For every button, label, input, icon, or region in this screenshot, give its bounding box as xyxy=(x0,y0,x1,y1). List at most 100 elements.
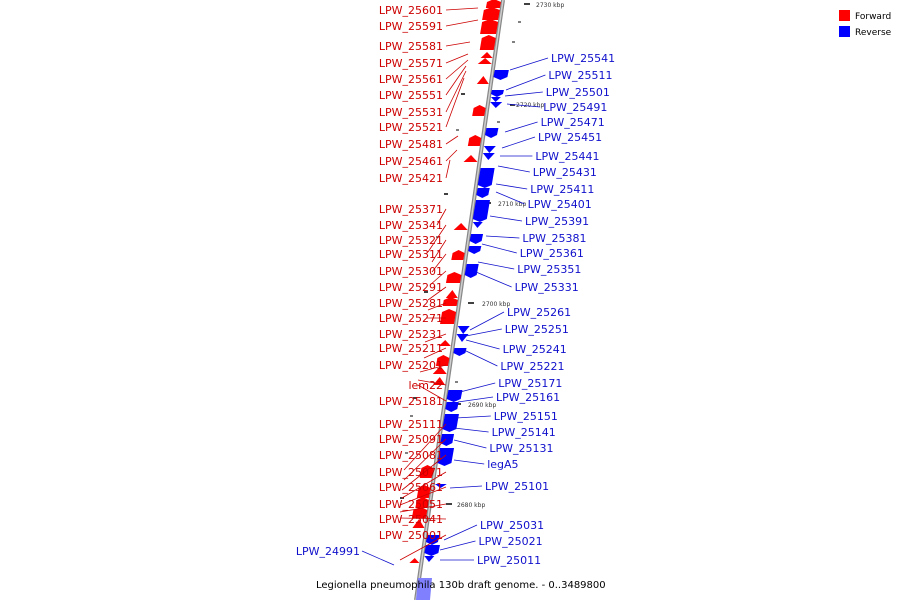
reverse-gene-block[interactable] xyxy=(482,153,495,160)
forward-gene-block[interactable] xyxy=(409,558,420,563)
forward-gene-block[interactable] xyxy=(412,519,425,528)
forward-gene-label[interactable]: LPW_25081 xyxy=(379,449,443,462)
reverse-gene-label[interactable]: LPW_25151 xyxy=(494,410,558,423)
reverse-gene-block[interactable] xyxy=(490,90,504,97)
forward-gene-label[interactable]: LPW_25571 xyxy=(379,57,443,70)
reverse-gene-block[interactable] xyxy=(484,128,499,138)
reverse-gene-label[interactable]: LPW_25401 xyxy=(528,198,592,211)
reverse-gene-block[interactable] xyxy=(483,146,496,153)
reverse-gene-label[interactable]: LPW_25161 xyxy=(496,391,560,404)
forward-gene-block[interactable] xyxy=(467,135,482,146)
forward-gene-label[interactable]: LPW_25371 xyxy=(379,203,443,216)
forward-gene-label[interactable]: LPW_25181 xyxy=(379,395,443,408)
reverse-gene-block[interactable] xyxy=(446,390,463,402)
reverse-gene-block[interactable] xyxy=(442,414,459,432)
forward-gene-block[interactable] xyxy=(463,155,478,162)
forward-gene-label[interactable]: LPW_25311 xyxy=(379,248,443,261)
reverse-gene-label[interactable]: LPW_25131 xyxy=(489,442,553,455)
reverse-gene-block[interactable] xyxy=(445,402,459,412)
reverse-gene-label[interactable]: LPW_25411 xyxy=(530,183,594,196)
reverse-gene-label[interactable]: LPW_25541 xyxy=(551,52,615,65)
forward-gene-label[interactable]: LPW_25301 xyxy=(379,265,443,278)
forward-gene-block[interactable] xyxy=(480,52,493,58)
forward-gene-label[interactable]: LPW_25111 xyxy=(379,418,443,431)
forward-gene-block[interactable] xyxy=(451,250,465,260)
reverse-gene-label[interactable]: LPW_25431 xyxy=(533,166,597,179)
forward-gene-block[interactable] xyxy=(480,19,499,34)
reverse-gene-block[interactable] xyxy=(456,334,469,342)
forward-gene-block[interactable] xyxy=(477,58,492,64)
forward-gene-label[interactable]: LPW_25211 xyxy=(379,342,443,355)
reverse-gene-label[interactable]: LPW_25021 xyxy=(479,535,543,548)
reverse-gene-block[interactable] xyxy=(472,200,490,222)
forward-gene-block[interactable] xyxy=(472,105,486,116)
forward-gene-label[interactable]: LPW_25551 xyxy=(379,89,443,102)
forward-gene-block[interactable] xyxy=(440,309,457,324)
reverse-gene-label[interactable]: legA5 xyxy=(487,458,518,471)
reverse-gene-label[interactable]: LPW_25391 xyxy=(525,215,589,228)
reverse-gene-block[interactable] xyxy=(468,246,482,254)
reverse-gene-label[interactable]: LPW_25221 xyxy=(500,360,564,373)
forward-gene-block[interactable] xyxy=(453,223,468,230)
forward-gene-label[interactable]: LPW_25581 xyxy=(379,40,443,53)
forward-gene-label[interactable]: LPW_25321 xyxy=(379,234,443,247)
forward-gene-block[interactable] xyxy=(415,497,429,508)
forward-gene-block[interactable] xyxy=(435,355,450,366)
reverse-gene-label[interactable]: LPW_25381 xyxy=(522,232,586,245)
reverse-gene-block[interactable] xyxy=(464,264,479,278)
reverse-gene-label[interactable]: LPW_24991 xyxy=(296,545,360,558)
forward-gene-label[interactable]: LPW_25051 xyxy=(379,498,443,511)
reverse-gene-block[interactable] xyxy=(490,97,501,102)
reverse-gene-block[interactable] xyxy=(440,434,455,446)
reverse-gene-block[interactable] xyxy=(425,535,440,545)
forward-gene-block[interactable] xyxy=(411,507,428,518)
forward-gene-label[interactable]: LPW_25071 xyxy=(379,466,443,479)
reverse-gene-label[interactable]: LPW_25491 xyxy=(543,101,607,114)
forward-gene-block[interactable] xyxy=(476,76,489,84)
forward-gene-label[interactable]: LPW_25531 xyxy=(379,106,443,119)
reverse-gene-block[interactable] xyxy=(490,102,503,108)
forward-gene-block[interactable] xyxy=(485,0,501,8)
reverse-gene-block[interactable] xyxy=(434,484,447,488)
forward-gene-label[interactable]: LPW_25271 xyxy=(379,312,443,325)
reverse-gene-block[interactable] xyxy=(477,168,495,188)
forward-gene-block[interactable] xyxy=(445,290,458,298)
reverse-gene-label[interactable]: LPW_25011 xyxy=(477,554,541,567)
reverse-gene-label[interactable]: LPW_25471 xyxy=(541,116,605,129)
forward-gene-block[interactable] xyxy=(438,340,451,346)
reverse-gene-label[interactable]: LPW_25331 xyxy=(515,281,579,294)
forward-gene-label[interactable]: LPW_25591 xyxy=(379,20,443,33)
reverse-gene-label[interactable]: LPW_25361 xyxy=(520,247,584,260)
forward-gene-block[interactable] xyxy=(442,297,458,306)
forward-gene-block[interactable] xyxy=(479,35,496,50)
forward-gene-label[interactable]: LPW_25461 xyxy=(379,155,443,168)
reverse-gene-block[interactable] xyxy=(437,448,455,466)
forward-gene-label[interactable]: lem22 xyxy=(408,379,443,392)
reverse-gene-block[interactable] xyxy=(453,348,467,356)
reverse-gene-label[interactable]: LPW_25351 xyxy=(517,263,581,276)
forward-gene-label[interactable]: LPW_25281 xyxy=(379,297,443,310)
forward-gene-label[interactable]: LPW_25001 xyxy=(379,529,443,542)
reverse-gene-block[interactable] xyxy=(424,556,435,562)
forward-gene-label[interactable]: LPW_25041 xyxy=(379,513,443,526)
reverse-gene-label[interactable]: LPW_25141 xyxy=(492,426,556,439)
reverse-gene-label[interactable]: LPW_25511 xyxy=(548,69,612,82)
reverse-gene-label[interactable]: LPW_25031 xyxy=(480,519,544,532)
reverse-gene-block[interactable] xyxy=(493,70,509,80)
reverse-gene-block[interactable] xyxy=(469,234,484,244)
forward-gene-block[interactable] xyxy=(445,272,462,283)
reverse-gene-block[interactable] xyxy=(424,545,440,556)
forward-gene-label[interactable]: LPW_25561 xyxy=(379,73,443,86)
reverse-gene-label[interactable]: LPW_25241 xyxy=(503,343,567,356)
reverse-gene-label[interactable]: LPW_25261 xyxy=(507,306,571,319)
forward-gene-label[interactable]: LPW_25231 xyxy=(379,328,443,341)
forward-gene-label[interactable]: LPW_25061 xyxy=(379,481,443,494)
reverse-gene-block[interactable] xyxy=(476,188,490,198)
forward-gene-block[interactable] xyxy=(419,465,434,478)
forward-gene-block[interactable] xyxy=(482,7,500,20)
forward-gene-label[interactable]: LPW_25521 xyxy=(379,121,443,134)
forward-gene-block[interactable] xyxy=(432,366,447,374)
reverse-gene-block[interactable] xyxy=(457,326,470,334)
reverse-gene-label[interactable]: LPW_25441 xyxy=(535,150,599,163)
forward-gene-label[interactable]: LPW_25601 xyxy=(379,4,443,17)
